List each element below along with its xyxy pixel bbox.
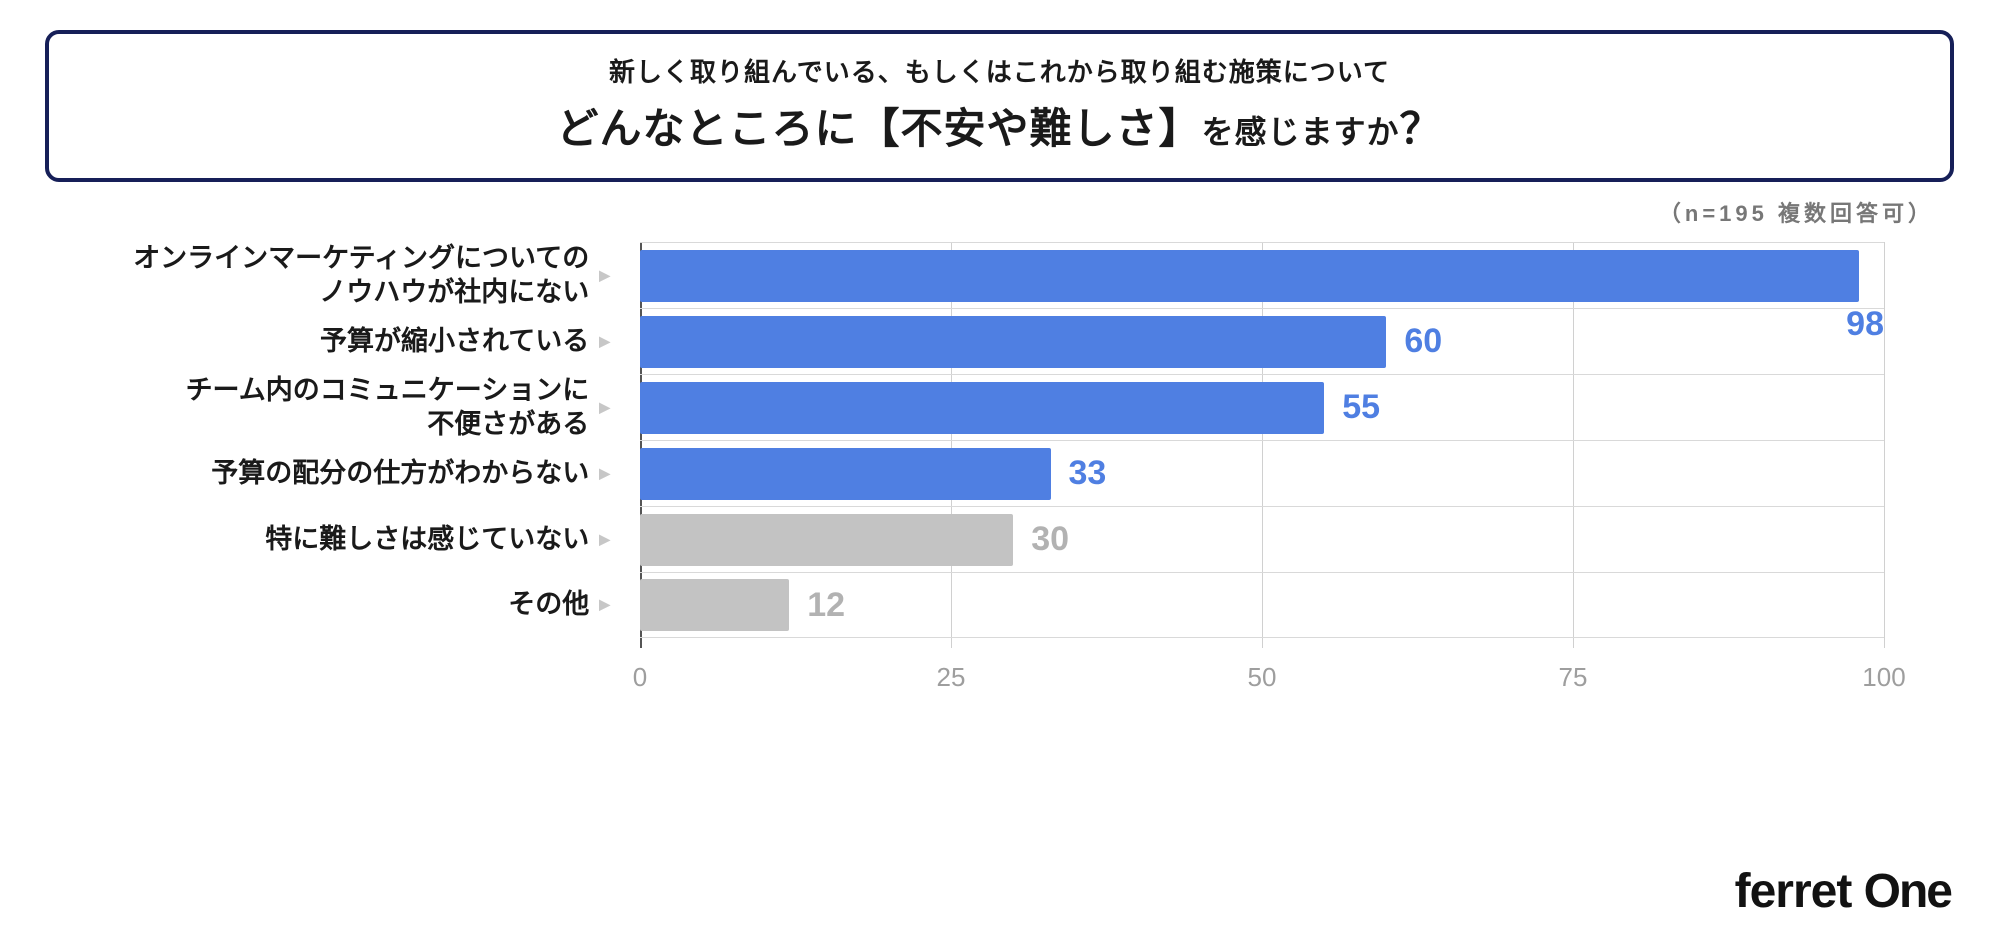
chart-title: どんなところに【不安や難しさ】を感じますか？ bbox=[79, 95, 1920, 156]
x-tick-label: 50 bbox=[1248, 662, 1277, 693]
chart-row: 特に難しさは感じていない▶30 bbox=[640, 506, 1884, 572]
chart-row: 予算が縮小されている▶60 bbox=[640, 308, 1884, 374]
row-label: オンラインマーケティングについてのノウハウが社内にない ▶ bbox=[45, 243, 640, 308]
row-marker-icon: ▶ bbox=[599, 399, 610, 417]
title-question-mark: ？ bbox=[1400, 105, 1443, 152]
chart-row: オンラインマーケティングについてのノウハウが社内にない▶98 bbox=[640, 242, 1884, 308]
x-tick-label: 0 bbox=[633, 662, 647, 693]
bar-value: 30 bbox=[1031, 520, 1069, 559]
bar-chart: オンラインマーケティングについてのノウハウが社内にない▶98予算が縮小されている… bbox=[45, 242, 1954, 698]
chart-subtitle: 新しく取り組んでいる、もしくはこれから取り組む施策について bbox=[79, 52, 1920, 89]
title-post-small: を感じますか bbox=[1202, 114, 1400, 150]
title-bracket: 【不安や難しさ】 bbox=[857, 105, 1201, 152]
bar bbox=[640, 448, 1051, 500]
bar-value: 60 bbox=[1404, 322, 1442, 361]
row-label-text: オンラインマーケティングについてのノウハウが社内にない bbox=[133, 242, 589, 310]
brand-part1: ferret bbox=[1735, 865, 1864, 918]
bar bbox=[640, 579, 789, 631]
row-label-text: 予算の配分の仕方がわからない bbox=[211, 457, 589, 491]
bar-cell: 30 bbox=[640, 507, 1884, 572]
bar-value: 55 bbox=[1342, 388, 1380, 427]
row-label-text: その他 bbox=[508, 588, 589, 622]
bar-cell: 60 bbox=[640, 309, 1884, 374]
row-label: その他 ▶ bbox=[45, 573, 640, 637]
sample-note: （n=195 複数回答可） bbox=[45, 196, 1954, 228]
row-marker-icon: ▶ bbox=[599, 596, 610, 614]
row-label-text: 特に難しさは感じていない bbox=[265, 523, 589, 557]
bar bbox=[640, 382, 1324, 434]
x-axis-labels: 0255075100 bbox=[640, 648, 1884, 698]
x-tick-label: 25 bbox=[937, 662, 966, 693]
bar-cell: 12 bbox=[640, 573, 1884, 637]
row-label-text: チーム内のコミュニケーションに不便さがある bbox=[186, 374, 590, 442]
gridline bbox=[1884, 242, 1885, 648]
brand-part2: One bbox=[1864, 865, 1951, 918]
bar bbox=[640, 250, 1859, 302]
chart-row: その他▶12 bbox=[640, 572, 1884, 638]
row-label: チーム内のコミュニケーションに不便さがある ▶ bbox=[45, 375, 640, 440]
chart-row: チーム内のコミュニケーションに不便さがある▶55 bbox=[640, 374, 1884, 440]
bar bbox=[640, 316, 1386, 368]
title-pre: どんなところに bbox=[556, 105, 857, 152]
row-marker-icon: ▶ bbox=[599, 333, 610, 351]
row-marker-icon: ▶ bbox=[599, 267, 610, 285]
bar-cell: 98 bbox=[640, 243, 1884, 308]
x-tick-label: 75 bbox=[1559, 662, 1588, 693]
chart-row: 予算の配分の仕方がわからない▶33 bbox=[640, 440, 1884, 506]
row-label: 予算の配分の仕方がわからない ▶ bbox=[45, 441, 640, 506]
bar-value: 33 bbox=[1069, 454, 1107, 493]
bar bbox=[640, 514, 1013, 566]
brand-logo: ferret One bbox=[1735, 864, 1951, 919]
chart-rows: オンラインマーケティングについてのノウハウが社内にない▶98予算が縮小されている… bbox=[640, 242, 1884, 638]
row-marker-icon: ▶ bbox=[599, 531, 610, 549]
bar-value: 12 bbox=[807, 586, 845, 625]
title-box: 新しく取り組んでいる、もしくはこれから取り組む施策について どんなところに【不安… bbox=[45, 30, 1954, 182]
row-label: 予算が縮小されている ▶ bbox=[45, 309, 640, 374]
row-label: 特に難しさは感じていない ▶ bbox=[45, 507, 640, 572]
row-marker-icon: ▶ bbox=[599, 465, 610, 483]
row-label-text: 予算が縮小されている bbox=[320, 325, 589, 359]
x-tick-label: 100 bbox=[1862, 662, 1905, 693]
bar-cell: 55 bbox=[640, 375, 1884, 440]
bar-cell: 33 bbox=[640, 441, 1884, 506]
